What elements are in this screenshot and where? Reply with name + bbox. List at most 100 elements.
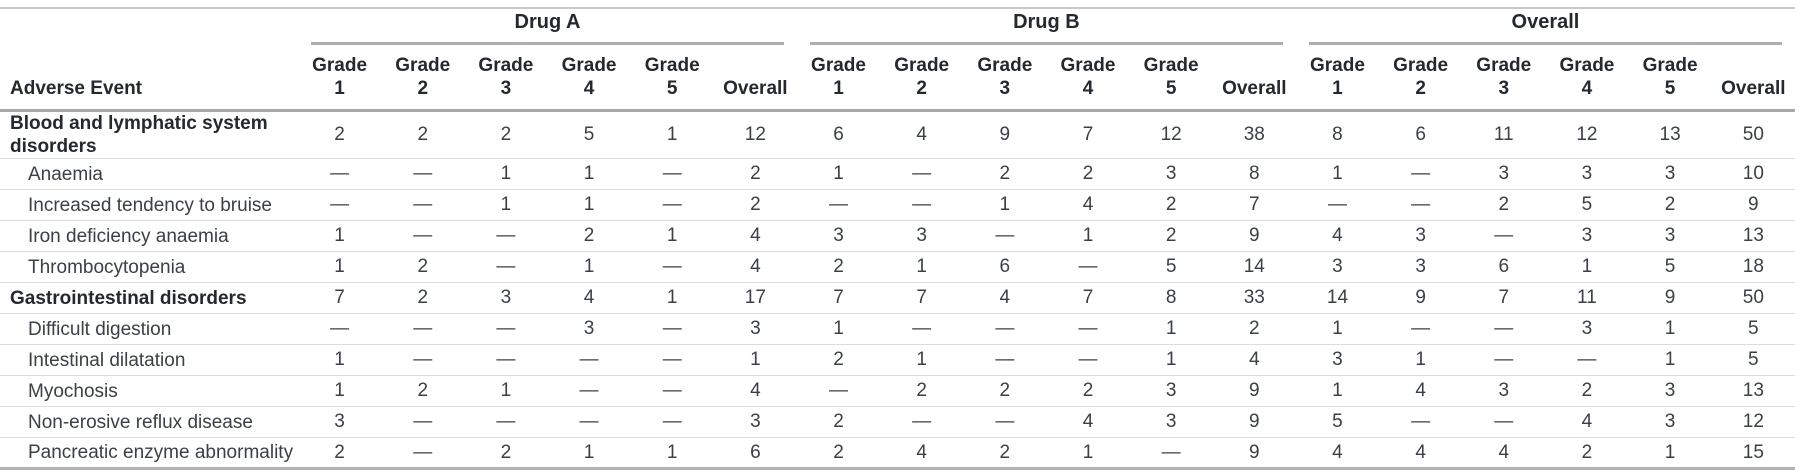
table-cell: 2 bbox=[963, 375, 1047, 407]
table-cell: 2 bbox=[713, 158, 797, 190]
table-cell: 6 bbox=[1462, 251, 1546, 283]
table-row: Intestinal dilatation 1— — — —1 2 1— —1 4 3 1— —1 5 bbox=[0, 344, 1795, 376]
table-cell: — bbox=[1379, 406, 1463, 438]
table-cell: 2 bbox=[796, 344, 881, 376]
table-cell: 6 bbox=[1415, 124, 1426, 146]
table-cell: — bbox=[381, 158, 465, 190]
table-cell: 3 bbox=[1628, 375, 1712, 407]
table-cell: 4 bbox=[1046, 406, 1130, 438]
table-cell: 6 bbox=[713, 437, 797, 469]
table-cell: 2 bbox=[381, 251, 465, 283]
table-row: Blood and lymphatic system disorders 2 2 2 5… bbox=[0, 111, 1795, 159]
column-header-row: Adverse Event Grade 1 Grade 2 Grade 3 Grade… bbox=[0, 45, 1795, 112]
column-header: Overall bbox=[713, 45, 797, 112]
table-cell: 1 bbox=[547, 189, 631, 221]
row-label: Blood and lymphatic system disorders bbox=[10, 113, 268, 158]
table-cell: 38 bbox=[1243, 124, 1265, 146]
table-cell: 7 bbox=[1212, 189, 1296, 221]
table-row: Myochosis 1 2 1— —4—2 2 2 3 9 1 4 3 2 3 13 bbox=[0, 375, 1795, 407]
table-cell: 3 bbox=[1545, 220, 1629, 252]
table-cell: 9 bbox=[1628, 282, 1712, 314]
table-cell: — bbox=[464, 344, 548, 376]
table-cell: 4 bbox=[1545, 406, 1629, 438]
row-label: Gastrointestinal disorders bbox=[0, 282, 298, 314]
table-cell: 4 bbox=[1379, 437, 1463, 469]
column-header: Grade 4 bbox=[547, 45, 631, 112]
table-cell: — bbox=[1462, 313, 1546, 345]
table-cell: 1 bbox=[796, 158, 881, 190]
table-cell: 3 bbox=[1379, 251, 1463, 283]
table-cell: — bbox=[796, 375, 881, 407]
column-header: Grade 5 bbox=[1129, 45, 1213, 112]
table-cell: 1 bbox=[547, 158, 631, 190]
table-cell: — bbox=[1046, 344, 1130, 376]
table-cell: 1 bbox=[713, 344, 797, 376]
table-cell: — bbox=[880, 313, 964, 345]
table-cell: 4 bbox=[713, 251, 797, 283]
table-cell: 2 bbox=[1545, 375, 1629, 407]
table-cell: 1 bbox=[298, 344, 382, 376]
table-cell: 2 bbox=[1046, 375, 1130, 407]
table-cell: — bbox=[464, 251, 548, 283]
group-header-label: Drug A bbox=[311, 11, 784, 45]
table-cell: 4 bbox=[880, 437, 964, 469]
table-cell: 3 bbox=[796, 220, 881, 252]
table-cell: 4 bbox=[547, 282, 631, 314]
table-cell: 1 bbox=[464, 375, 548, 407]
table-cell: 2 bbox=[1046, 158, 1130, 190]
table-cell: 6 bbox=[833, 124, 844, 146]
table-cell: — bbox=[796, 189, 881, 221]
table-row: Pancreatic enzyme abnormality 2—2 1 1 6 2 4 2 1—… bbox=[0, 437, 1795, 469]
table-cell: 2 bbox=[796, 406, 881, 438]
table-cell: 9 bbox=[1212, 406, 1296, 438]
table-cell: 3 bbox=[1628, 220, 1712, 252]
table-cell: 2 bbox=[334, 124, 345, 146]
table-cell: 9 bbox=[999, 124, 1011, 146]
table-cell: 1 bbox=[1129, 344, 1213, 376]
table-cell: 5 bbox=[1545, 189, 1629, 221]
table-cell: 2 bbox=[1545, 437, 1629, 469]
table-cell: 1 bbox=[880, 344, 964, 376]
table-cell: — bbox=[630, 406, 714, 438]
row-label: Difficult digestion bbox=[0, 313, 298, 345]
table-header: Drug A Drug B Overall Adverse Event Grade … bbox=[0, 8, 1795, 112]
row-label: Anaemia bbox=[0, 158, 298, 190]
column-header: Grade 2 bbox=[1379, 45, 1463, 112]
table-cell: 8 bbox=[1129, 282, 1213, 314]
table-cell: 1 bbox=[464, 189, 548, 221]
table-cell: — bbox=[630, 375, 714, 407]
table-cell: 7 bbox=[1462, 282, 1546, 314]
table-cell: — bbox=[1046, 251, 1130, 283]
table-cell: 15 bbox=[1711, 437, 1795, 469]
table-cell: 1 bbox=[880, 251, 964, 283]
table-cell: 9 bbox=[1212, 375, 1296, 407]
table-cell: 4 bbox=[713, 375, 797, 407]
table-cell: — bbox=[880, 406, 964, 438]
table-cell: 1 bbox=[1545, 251, 1629, 283]
table-cell: 3 bbox=[713, 313, 797, 345]
table-cell: 7 bbox=[1046, 282, 1130, 314]
table-row: Iron deficiency anaemia 1— —2 1 4 3 3—1 2 9 4 3—3 3… bbox=[0, 220, 1795, 252]
table-cell: 4 bbox=[713, 220, 797, 252]
table-cell: 1 bbox=[1628, 313, 1712, 345]
table-cell: 1 bbox=[298, 375, 382, 407]
table-cell: — bbox=[630, 251, 714, 283]
table-cell: 1 bbox=[298, 220, 382, 252]
table-cell: 3 bbox=[1129, 406, 1213, 438]
table-cell: 2 bbox=[1129, 189, 1213, 221]
table-cell: — bbox=[880, 158, 964, 190]
row-label: Myochosis bbox=[0, 375, 298, 407]
table-cell: 5 bbox=[1711, 313, 1795, 345]
table-cell: 7 bbox=[796, 282, 881, 314]
table-cell: 3 bbox=[1628, 406, 1712, 438]
table-cell: 3 bbox=[1295, 344, 1380, 376]
table-cell: — bbox=[298, 158, 382, 190]
table-cell: 1 bbox=[1628, 437, 1712, 469]
table-cell: 4 bbox=[1379, 375, 1463, 407]
table-cell: 2 bbox=[796, 437, 881, 469]
table-cell: 50 bbox=[1742, 124, 1764, 146]
table-cell: — bbox=[1379, 189, 1463, 221]
table-cell: 1 bbox=[464, 158, 548, 190]
table-cell: 1 bbox=[666, 124, 678, 146]
column-header: Grade 5 bbox=[630, 45, 714, 112]
